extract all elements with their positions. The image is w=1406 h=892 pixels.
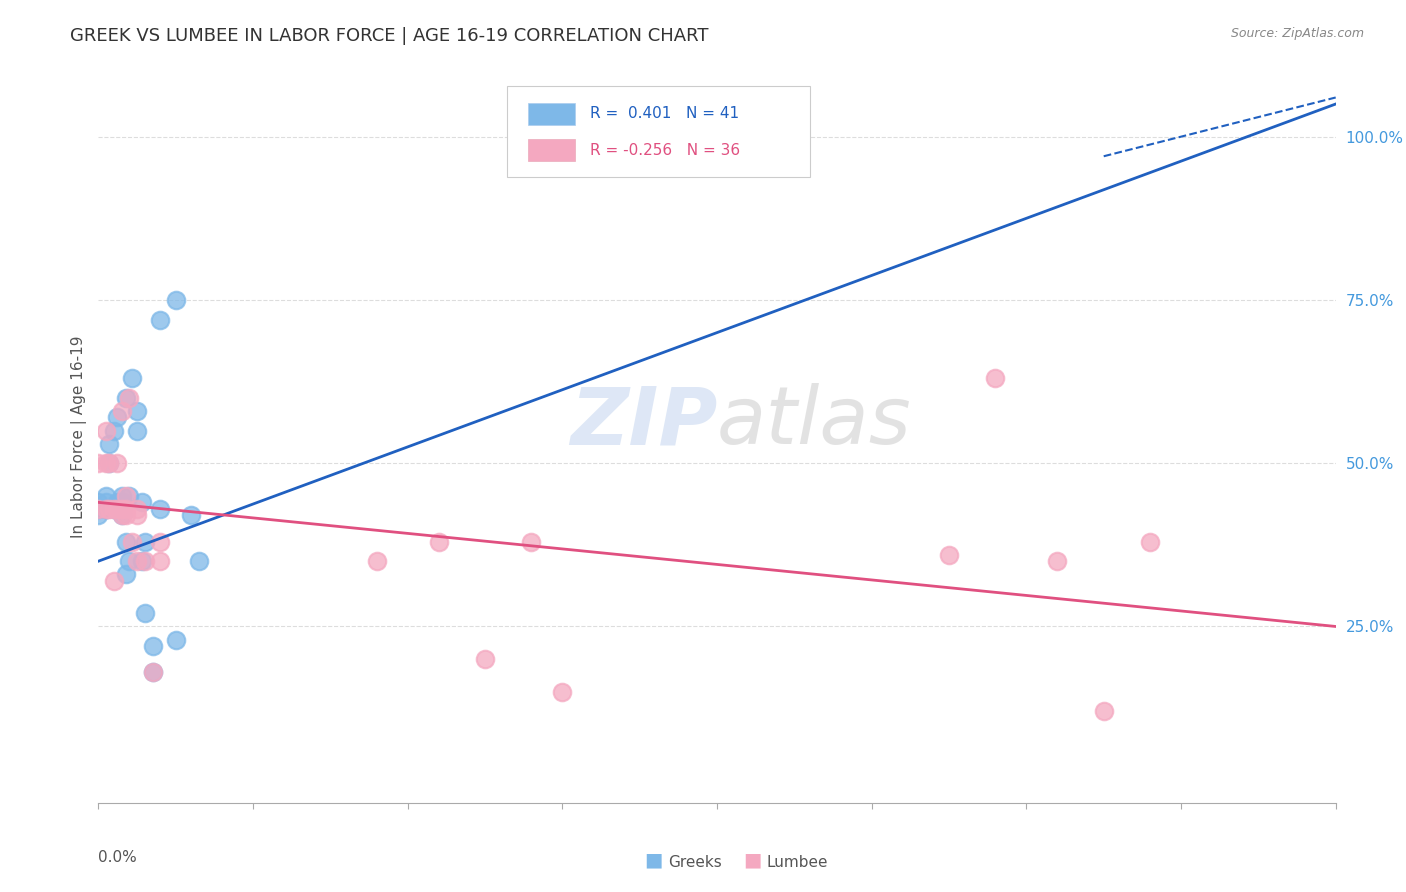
Point — [134, 534, 156, 549]
Point — [98, 456, 121, 470]
Point — [115, 391, 138, 405]
Point — [98, 456, 121, 470]
Point — [111, 508, 134, 523]
Text: 0.0%: 0.0% — [98, 850, 138, 865]
Point — [127, 424, 149, 438]
Point — [87, 456, 110, 470]
Point — [1139, 534, 1161, 549]
Point — [134, 607, 156, 621]
Point — [142, 665, 165, 680]
FancyBboxPatch shape — [506, 86, 810, 178]
Point — [474, 652, 496, 666]
Point — [103, 502, 125, 516]
Point — [96, 495, 118, 509]
Point — [582, 129, 605, 144]
Point — [96, 456, 118, 470]
Point — [98, 502, 121, 516]
Point — [1046, 554, 1069, 568]
Point — [111, 404, 134, 418]
Point — [149, 554, 172, 568]
Point — [96, 424, 118, 438]
Text: Lumbee: Lumbee — [766, 855, 828, 870]
FancyBboxPatch shape — [527, 103, 575, 125]
Point — [87, 508, 110, 523]
Point — [96, 502, 118, 516]
Point — [149, 312, 172, 326]
Point — [427, 534, 450, 549]
Point — [105, 456, 128, 470]
Point — [111, 502, 134, 516]
Point — [105, 502, 128, 516]
Point — [165, 632, 187, 647]
Point — [142, 665, 165, 680]
Point — [118, 489, 141, 503]
Point — [96, 489, 118, 503]
Point — [598, 129, 620, 144]
Point — [582, 129, 605, 144]
Point — [127, 404, 149, 418]
Point — [984, 371, 1007, 385]
Point — [118, 391, 141, 405]
Point — [149, 534, 172, 549]
Text: ZIP: ZIP — [569, 384, 717, 461]
Point — [938, 548, 960, 562]
Point — [121, 371, 143, 385]
Point — [87, 495, 110, 509]
Point — [111, 508, 134, 523]
Point — [131, 554, 153, 568]
Point — [115, 534, 138, 549]
Point — [598, 129, 620, 144]
Point — [115, 508, 138, 523]
Point — [115, 502, 138, 516]
Point — [551, 685, 574, 699]
Point — [115, 567, 138, 582]
Y-axis label: In Labor Force | Age 16-19: In Labor Force | Age 16-19 — [72, 335, 87, 539]
Point — [188, 554, 211, 568]
Point — [118, 554, 141, 568]
Point — [111, 495, 134, 509]
Point — [87, 502, 110, 516]
Point — [96, 502, 118, 516]
Text: GREEK VS LUMBEE IN LABOR FORCE | AGE 16-19 CORRELATION CHART: GREEK VS LUMBEE IN LABOR FORCE | AGE 16-… — [70, 27, 709, 45]
Text: ■: ■ — [742, 851, 762, 870]
Point — [103, 502, 125, 516]
Text: Source: ZipAtlas.com: Source: ZipAtlas.com — [1230, 27, 1364, 40]
Point — [103, 424, 125, 438]
Point — [127, 554, 149, 568]
Text: R =  0.401   N = 41: R = 0.401 N = 41 — [589, 106, 738, 121]
Point — [111, 489, 134, 503]
Point — [149, 502, 172, 516]
Point — [103, 574, 125, 588]
FancyBboxPatch shape — [527, 139, 575, 161]
Point — [87, 502, 110, 516]
Point — [115, 489, 138, 503]
Point — [98, 436, 121, 450]
Text: Greeks: Greeks — [668, 855, 721, 870]
Point — [131, 495, 153, 509]
Text: ■: ■ — [644, 851, 664, 870]
Point — [127, 502, 149, 516]
Point — [105, 495, 128, 509]
Point — [142, 639, 165, 653]
Point — [127, 508, 149, 523]
Point — [165, 293, 187, 307]
Point — [134, 554, 156, 568]
Text: R = -0.256   N = 36: R = -0.256 N = 36 — [589, 143, 740, 158]
Point — [366, 554, 388, 568]
Point — [121, 534, 143, 549]
Text: atlas: atlas — [717, 384, 912, 461]
Point — [180, 508, 202, 523]
Point — [105, 410, 128, 425]
Point — [96, 502, 118, 516]
Point — [111, 502, 134, 516]
Point — [1092, 705, 1115, 719]
Point — [520, 534, 543, 549]
